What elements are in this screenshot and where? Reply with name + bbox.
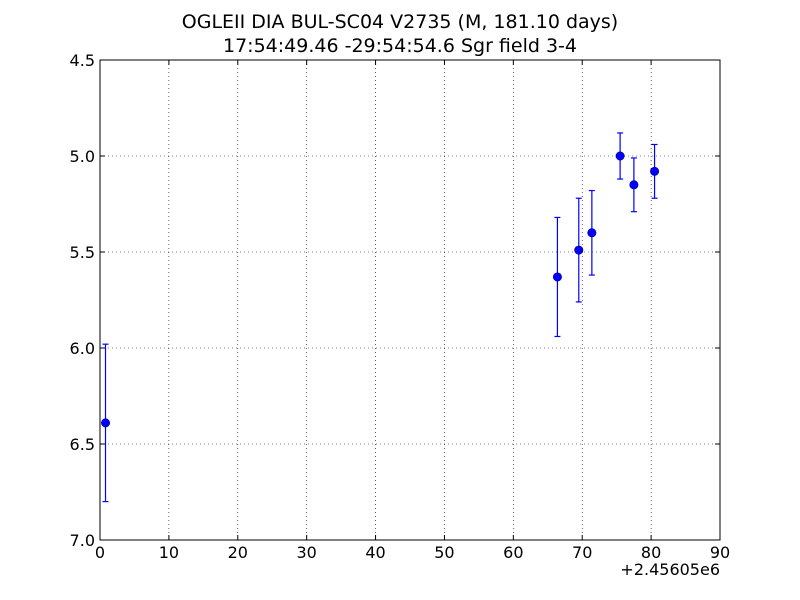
x-axis-offset-label: +2.45605e6 [620,560,720,579]
x-tick-label: 30 [296,543,316,562]
data-point [650,166,660,176]
chart-title-block: OGLEII DIA BUL-SC04 V2735 (M, 181.10 day… [0,10,800,58]
x-tick-label: 90 [710,543,730,562]
x-tick-label: 20 [228,543,248,562]
x-tick-label: 80 [641,543,661,562]
x-tick-label: 10 [159,543,179,562]
data-point [629,180,639,190]
plot-frame [99,59,721,541]
chart-title: OGLEII DIA BUL-SC04 V2735 (M, 181.10 day… [181,11,619,33]
y-tick-label: 7.0 [70,531,95,550]
y-tick-label: 6.5 [70,435,95,454]
grid-layer [100,60,720,540]
x-tick-label: 0 [95,543,105,562]
x-tick-label: 70 [572,543,592,562]
data-point [587,228,597,238]
tick-label-layer: 0 10 20 30 40 50 60 70 80 90 4.5 5.0 5.5 6.0 6.5 7.0 [70,51,731,562]
series-layer [101,132,660,503]
x-tick-label: 50 [434,543,454,562]
tick-layer [99,59,721,541]
x-tick-label: 40 [365,543,385,562]
data-point [101,418,111,428]
chart-subtitle: 17:54:49.46 -29:54:54.6 Sgr field 3-4 [223,35,577,57]
y-tick-label: 5.0 [70,147,95,166]
data-point [552,272,562,282]
x-tick-label: 60 [503,543,523,562]
y-tick-label: 5.5 [70,243,95,262]
data-point [574,245,584,255]
y-tick-label: 6.0 [70,339,95,358]
y-tick-label: 4.5 [70,51,95,70]
data-point [615,151,625,161]
